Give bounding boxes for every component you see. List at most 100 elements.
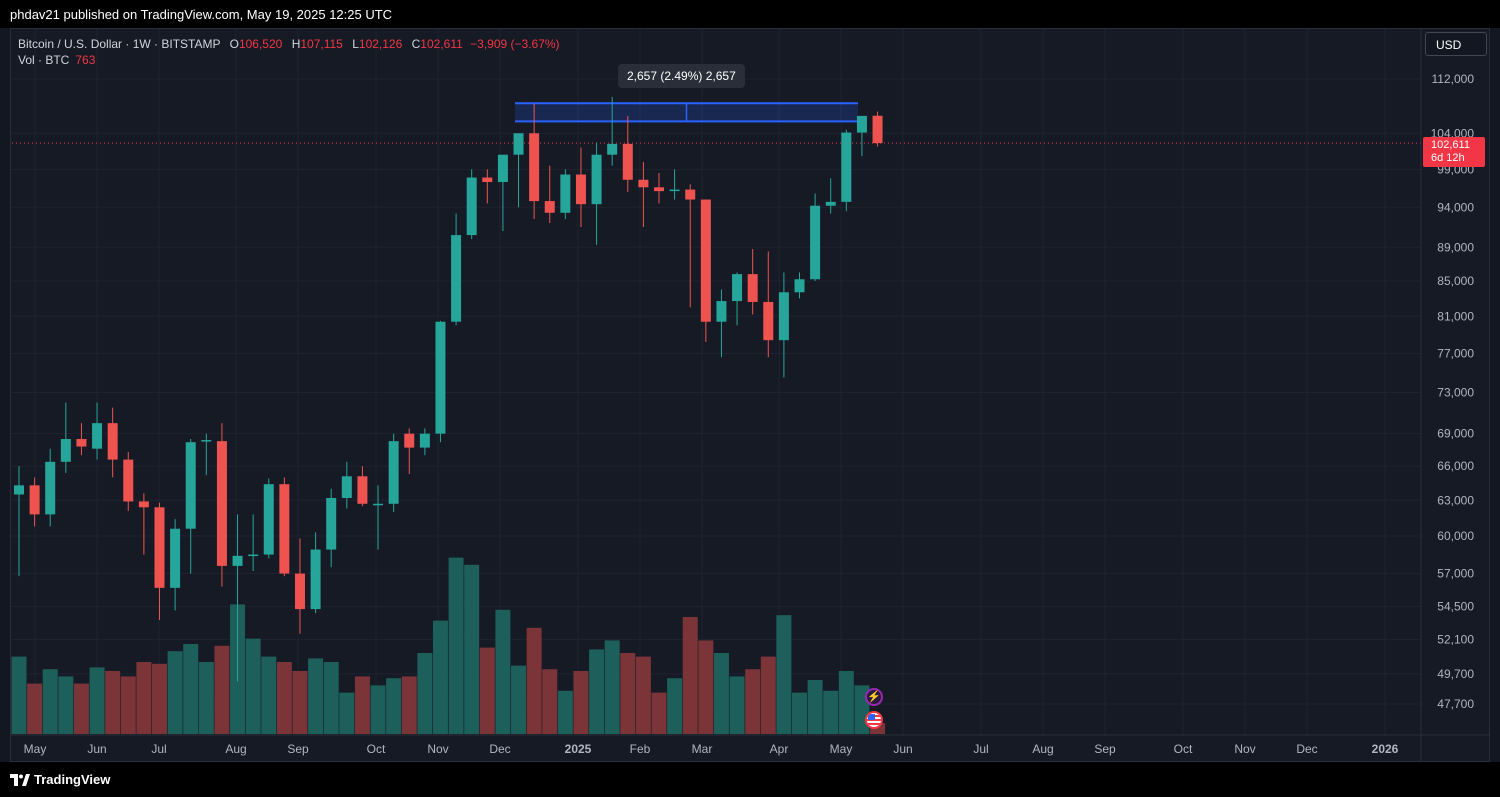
- symbol-name[interactable]: Bitcoin / U.S. Dollar · 1W · BITSTAMP: [18, 37, 221, 51]
- candle[interactable]: [700, 199, 711, 343]
- price-tick-label: 63,000: [1437, 493, 1474, 507]
- volume-bar: [354, 676, 370, 734]
- candle[interactable]: [778, 272, 789, 378]
- candle[interactable]: [638, 161, 649, 228]
- candle-body: [778, 292, 789, 341]
- open-label: O: [229, 37, 239, 51]
- candle[interactable]: [825, 178, 836, 214]
- volume-bar: [870, 723, 886, 734]
- candle[interactable]: [263, 478, 274, 559]
- candle[interactable]: [154, 502, 165, 620]
- candle[interactable]: [732, 272, 743, 326]
- chart-legend: Bitcoin / U.S. Dollar · 1W · BITSTAMP O1…: [18, 36, 560, 68]
- volume-bar: [823, 690, 839, 734]
- candle[interactable]: [232, 514, 243, 682]
- candle[interactable]: [747, 248, 758, 315]
- candle[interactable]: [357, 466, 368, 507]
- candle[interactable]: [248, 514, 259, 572]
- price-tick-label: 66,000: [1437, 459, 1474, 473]
- candle[interactable]: [419, 428, 430, 456]
- candle[interactable]: [497, 154, 508, 232]
- candle[interactable]: [326, 488, 337, 568]
- open-value: 106,520: [238, 37, 283, 51]
- candle-body: [279, 484, 290, 574]
- candle[interactable]: [622, 115, 633, 192]
- candle[interactable]: [29, 477, 40, 527]
- candle-body: [60, 439, 71, 462]
- price-tick-label: 81,000: [1437, 309, 1474, 323]
- candle[interactable]: [170, 519, 181, 611]
- candle[interactable]: [76, 423, 87, 456]
- candle[interactable]: [138, 493, 149, 555]
- candle[interactable]: [123, 451, 134, 511]
- candle[interactable]: [279, 477, 290, 577]
- candle[interactable]: [716, 289, 727, 358]
- candle[interactable]: [14, 466, 24, 577]
- candle[interactable]: [451, 213, 462, 326]
- candle[interactable]: [388, 433, 399, 513]
- candle-body: [92, 423, 103, 449]
- time-tick-label: Jul: [973, 742, 988, 756]
- price-range-measure[interactable]: [515, 102, 858, 123]
- low-value: 102,126: [358, 37, 403, 51]
- candle-body: [466, 177, 477, 236]
- candle[interactable]: [201, 433, 212, 476]
- volume-bar: [557, 690, 573, 734]
- candle[interactable]: [373, 485, 384, 550]
- candle[interactable]: [654, 173, 665, 204]
- tradingview-logo[interactable]: TradingView: [10, 772, 110, 787]
- candle[interactable]: [404, 428, 415, 475]
- candle[interactable]: [872, 111, 883, 147]
- candle-body: [685, 189, 696, 200]
- candle[interactable]: [45, 448, 56, 527]
- time-tick-label: Jun: [87, 742, 106, 756]
- candle[interactable]: [810, 193, 821, 281]
- candle[interactable]: [107, 407, 118, 478]
- volume-bar: [11, 656, 27, 734]
- candle[interactable]: [794, 272, 805, 299]
- price-tick-label: 73,000: [1437, 385, 1474, 399]
- candle-body: [14, 485, 24, 495]
- candle-body: [373, 503, 384, 506]
- candle[interactable]: [560, 169, 571, 220]
- candle[interactable]: [513, 133, 524, 208]
- candle-body: [294, 573, 305, 610]
- candle[interactable]: [466, 169, 477, 240]
- candle[interactable]: [310, 532, 321, 614]
- candle[interactable]: [841, 129, 852, 212]
- candle[interactable]: [294, 538, 305, 634]
- publisher-line: phdav21 published on TradingView.com, Ma…: [10, 7, 393, 22]
- candle-body: [763, 301, 774, 341]
- candle-body: [872, 115, 883, 144]
- candle[interactable]: [856, 115, 867, 157]
- candle[interactable]: [185, 439, 196, 574]
- volume-label[interactable]: Vol · BTC: [18, 53, 70, 67]
- candle[interactable]: [591, 142, 602, 245]
- footer-bar: TradingView: [0, 762, 1500, 797]
- time-tick-label: Nov: [427, 742, 448, 756]
- candle-body: [607, 143, 618, 155]
- candle[interactable]: [529, 103, 540, 220]
- candle[interactable]: [544, 165, 555, 224]
- candle[interactable]: [341, 461, 352, 509]
- us-flag-icon[interactable]: [865, 711, 883, 729]
- candle[interactable]: [607, 96, 618, 166]
- time-axis[interactable]: May Jun Jul Aug Sep Oct Nov Dec 2025 Feb Mar Apr May…: [24, 742, 1399, 756]
- change-value: −3,909 (−3.67%): [470, 37, 560, 51]
- price-axis[interactable]: 112,000104,00099,00094,00089,00085,00081…: [1431, 72, 1475, 711]
- candle[interactable]: [92, 402, 103, 460]
- candle[interactable]: [669, 169, 680, 200]
- lightning-icon[interactable]: ⚡: [865, 688, 883, 706]
- candle[interactable]: [435, 320, 446, 443]
- candle-body: [76, 439, 87, 447]
- candle-body: [856, 115, 867, 133]
- candle[interactable]: [575, 147, 586, 228]
- currency-button[interactable]: USD: [1425, 32, 1487, 56]
- candle[interactable]: [763, 251, 774, 358]
- candle[interactable]: [482, 169, 493, 204]
- candle[interactable]: [216, 423, 227, 587]
- candle-body: [575, 174, 586, 205]
- candle[interactable]: [685, 184, 696, 308]
- candle[interactable]: [60, 402, 71, 473]
